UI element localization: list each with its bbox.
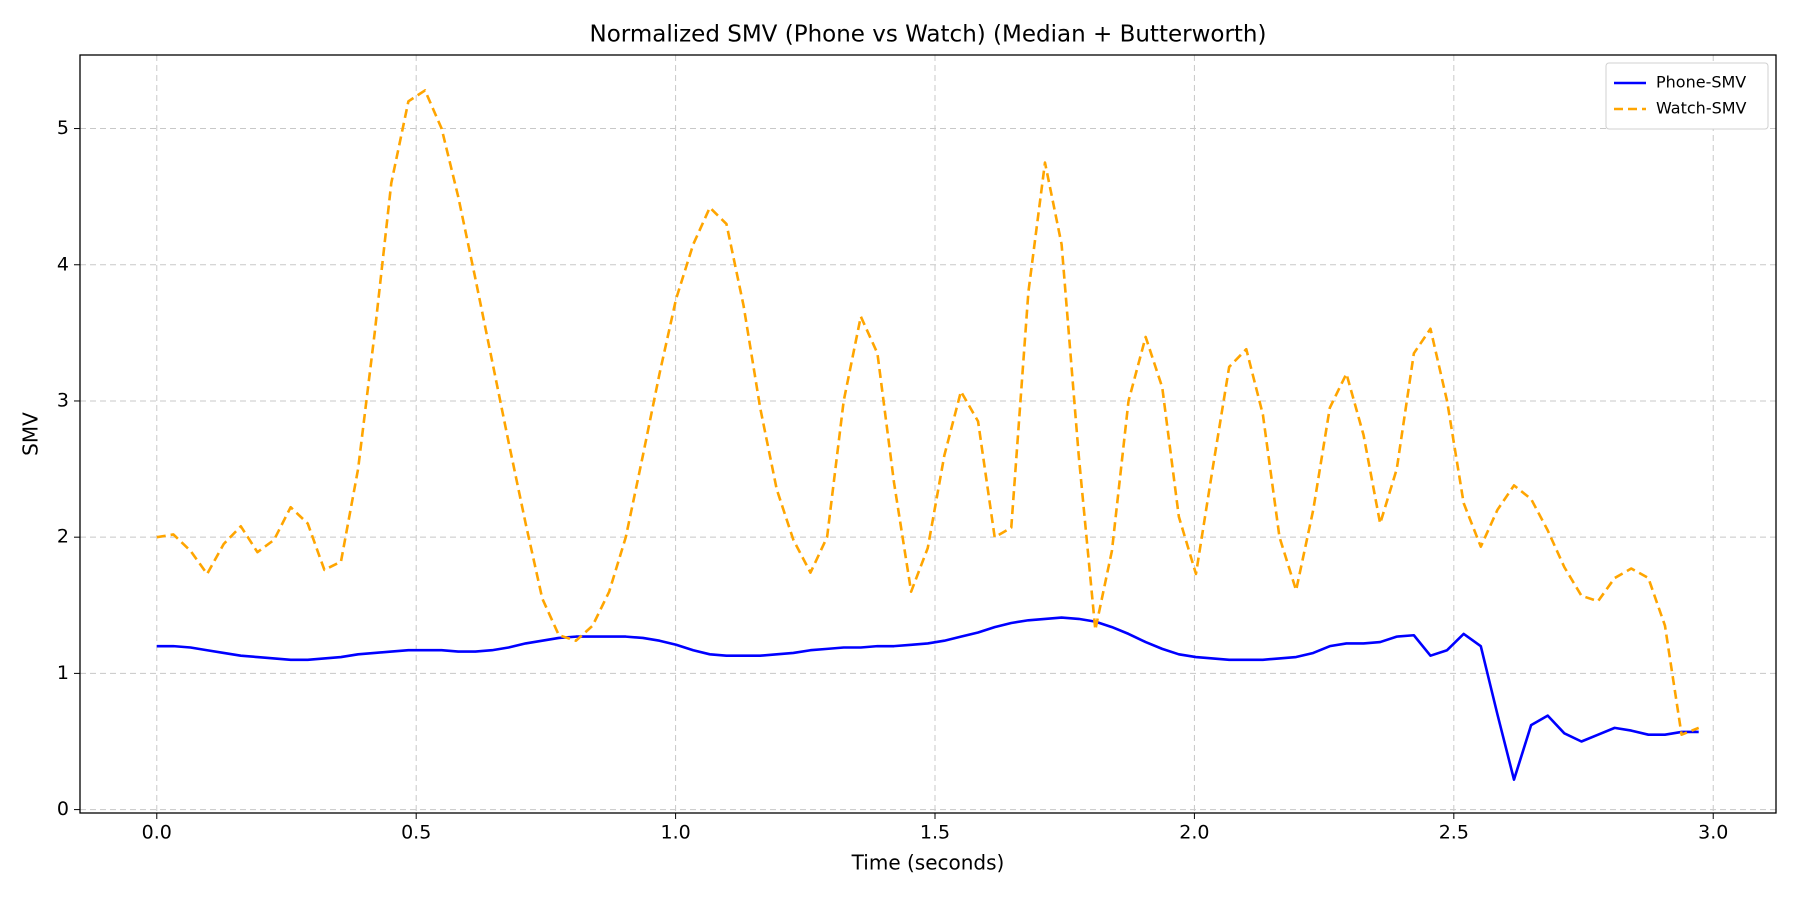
x-axis-label: Time (seconds) (851, 851, 1005, 875)
x-tick-label: 1.5 (920, 822, 950, 844)
x-tick-label: 2.0 (1179, 822, 1209, 844)
x-tick-label: 3.0 (1698, 822, 1728, 844)
x-tick-label: 1.0 (660, 822, 690, 844)
y-tick-label: 2 (57, 526, 69, 548)
legend-label: Watch-SMV (1656, 99, 1747, 118)
x-tick-label: 0.5 (401, 822, 431, 844)
legend-label: Phone-SMV (1656, 73, 1746, 92)
y-tick-label: 5 (57, 117, 69, 139)
y-tick-label: 4 (57, 253, 69, 275)
y-tick-label: 1 (57, 662, 69, 684)
x-tick-label: 0.0 (142, 822, 172, 844)
legend-box (1605, 62, 1769, 130)
data-line (156, 616, 1699, 781)
x-tick-label: 2.5 (1439, 822, 1469, 844)
chart-title: Normalized SMV (Phone vs Watch) (Median … (590, 22, 1267, 48)
y-axis-label: SMV (19, 412, 43, 456)
plot-frame (79, 54, 1777, 814)
y-tick-label: 0 (57, 798, 69, 820)
data-line (156, 89, 1700, 736)
y-tick-label: 3 (57, 389, 69, 411)
